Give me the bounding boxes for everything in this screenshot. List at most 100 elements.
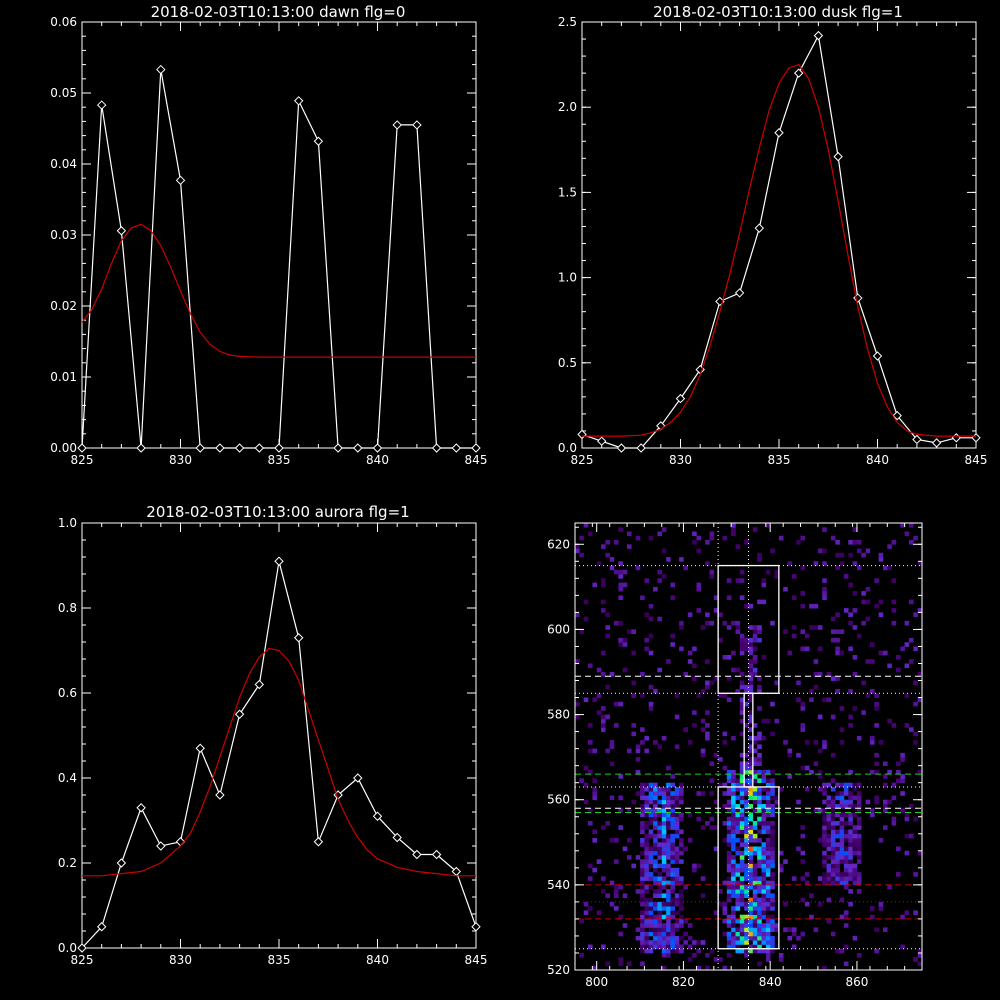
heatmap-pixel xyxy=(609,838,615,843)
heatmap-pixel xyxy=(839,821,845,826)
panel-aurora-title: 2018-02-03T10:13:00 aurora flg=1 xyxy=(146,503,409,521)
heatmap-pixel xyxy=(679,829,684,835)
heatmap-pixel xyxy=(596,710,602,715)
heatmap-pixel xyxy=(731,940,736,945)
heatmap-pixel xyxy=(761,927,767,932)
heatmap-pixel xyxy=(748,735,754,741)
heatmap-pixel xyxy=(670,910,675,915)
heatmap-pixel xyxy=(839,825,845,830)
heatmap-pixel xyxy=(631,723,636,728)
heatmap-pixel xyxy=(770,935,775,941)
heatmap-pixel xyxy=(735,944,741,950)
heatmap-pixel xyxy=(722,535,728,541)
heatmap-pixel xyxy=(726,816,732,822)
heatmap-pixel xyxy=(744,884,749,890)
heatmap-pixel xyxy=(856,782,862,788)
heatmap-pixel xyxy=(666,825,671,830)
heatmap-pixel xyxy=(661,859,667,864)
heatmap-pixel xyxy=(696,816,702,822)
heatmap-pixel xyxy=(670,774,675,779)
heatmap-pixel xyxy=(813,561,819,566)
heatmap-pixel xyxy=(856,859,862,864)
heatmap-pixel xyxy=(887,718,892,724)
heatmap-pixel xyxy=(752,914,758,920)
heatmap-pixel xyxy=(644,799,649,805)
heatmap-pixel xyxy=(726,625,732,630)
heatmap-pixel xyxy=(848,829,853,835)
heatmap-pixel xyxy=(653,889,658,894)
heatmap-pixel xyxy=(627,748,632,754)
heatmap-pixel xyxy=(744,914,749,920)
heatmap-pixel xyxy=(848,889,853,894)
heatmap-pixel xyxy=(900,523,905,528)
heatmap-pixel xyxy=(917,769,922,775)
heatmap-pixel xyxy=(614,723,619,728)
heatmap-pixel xyxy=(770,620,775,626)
heatmap-pixel xyxy=(709,620,715,626)
heatmap-pixel xyxy=(666,812,671,818)
heatmap-pixel xyxy=(744,872,749,877)
heatmap-pixel xyxy=(666,804,671,809)
heatmap-pixel xyxy=(761,735,767,741)
heatmap-pixel xyxy=(856,795,862,801)
heatmap-pixel xyxy=(757,884,762,890)
heatmap-pixel xyxy=(644,825,649,830)
heatmap-pixel xyxy=(622,569,628,575)
heatmap-pixel xyxy=(739,569,745,575)
heatmap-pixel xyxy=(800,723,806,728)
heatmap-pixel xyxy=(622,667,628,673)
heatmap-pixel xyxy=(709,761,715,766)
heatmap-pixel xyxy=(826,804,832,809)
heatmap-pixel xyxy=(870,689,875,694)
heatmap-pixel xyxy=(722,838,728,843)
panel-aurora-data-point xyxy=(372,811,383,821)
heatmap-pixel xyxy=(748,774,754,779)
heatmap-pixel xyxy=(752,761,758,766)
heatmap-pixel xyxy=(835,867,840,873)
heatmap-pixel xyxy=(713,825,719,830)
heatmap-pixel xyxy=(852,829,858,835)
heatmap-pixel xyxy=(757,744,762,749)
heatmap-pixel xyxy=(644,838,649,843)
heatmap-pixel xyxy=(735,846,741,852)
heatmap-pixel xyxy=(748,901,754,907)
heatmap-pixel xyxy=(870,735,875,741)
heatmap-pixel xyxy=(757,757,762,762)
heatmap-pixel xyxy=(804,646,810,652)
heatmap-pixel xyxy=(653,944,658,950)
heatmap-pixel xyxy=(640,782,645,788)
panel-aurora-x-tick-label: 835 xyxy=(268,953,291,967)
heatmap-pixel xyxy=(887,565,892,571)
heatmap-pixel xyxy=(826,821,832,826)
heatmap-pixel xyxy=(752,944,758,950)
heatmap-pixel xyxy=(809,893,814,898)
heatmap-pixel xyxy=(800,535,806,541)
heatmap-pixel xyxy=(878,906,884,911)
heatmap-pixel xyxy=(761,718,767,724)
heatmap-pixel xyxy=(904,812,910,818)
heatmap-pixel xyxy=(679,923,684,928)
heatmap-pixel xyxy=(891,608,897,613)
panel-dusk-data-point xyxy=(951,433,962,443)
heatmap-pixel xyxy=(830,808,836,813)
heatmap-pixel xyxy=(748,816,754,822)
heatmap-pixel xyxy=(778,850,784,856)
heatmap-pixel xyxy=(839,872,845,877)
heatmap-pixel xyxy=(640,944,645,950)
heatmap-pixel xyxy=(657,791,662,796)
heatmap-pixel xyxy=(648,786,654,792)
heatmap-pixel xyxy=(739,850,745,856)
heatmap-pixel xyxy=(861,620,866,626)
heatmap-pixel xyxy=(575,612,580,617)
panel-image-y-tick-label: 620 xyxy=(547,537,570,551)
heatmap-pixel xyxy=(614,838,619,843)
heatmap-pixel xyxy=(661,804,667,809)
panel-aurora-data-point xyxy=(136,803,146,813)
heatmap-pixel xyxy=(618,637,623,643)
heatmap-pixel xyxy=(826,897,832,903)
heatmap-pixel xyxy=(648,863,654,869)
heatmap-pixel xyxy=(848,812,853,818)
panel-aurora-x-tick-label: 830 xyxy=(169,953,192,967)
heatmap-pixel xyxy=(752,799,758,805)
heatmap-pixel xyxy=(770,923,775,928)
